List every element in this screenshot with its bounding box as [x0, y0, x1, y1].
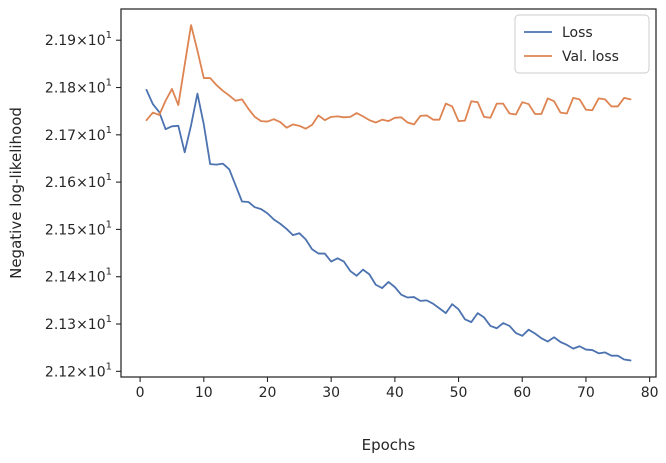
x-tick-label: 30	[322, 385, 340, 401]
y-tick-label: 2.12×101	[45, 361, 112, 380]
legend-label: Loss	[562, 25, 593, 41]
y-tick-label: 2.13×101	[45, 314, 112, 333]
plot-frame	[120, 8, 657, 378]
x-tick-label: 40	[386, 385, 404, 401]
series-line-0	[145, 88, 632, 362]
x-axis: 0 10 20 30 40 50 60 70 80	[136, 377, 659, 401]
y-tick-label: 2.16×101	[45, 172, 112, 191]
y-axis-label: Negative log-likelihood	[7, 107, 25, 279]
legend: Loss Val. loss	[514, 14, 650, 74]
y-tick-label: 2.14×101	[45, 267, 112, 286]
legend-label: Val. loss	[562, 49, 619, 65]
x-tick-label: 20	[259, 385, 277, 401]
series-line-1	[145, 24, 632, 130]
x-tick-label: 60	[513, 385, 531, 401]
x-tick-label: 50	[450, 385, 468, 401]
x-tick-label: 80	[641, 385, 659, 401]
x-tick-label: 0	[136, 385, 145, 401]
x-axis-label: Epochs	[362, 436, 416, 454]
y-axis: 2.12×101 2.13×101 2.14×101 2.15×101 2.16×101…	[45, 30, 121, 380]
y-tick-label: 2.17×101	[45, 125, 112, 144]
x-tick-label: 10	[195, 385, 213, 401]
x-tick-label: 70	[577, 385, 595, 401]
y-tick-label: 2.18×101	[45, 78, 112, 97]
y-tick-label: 2.15×101	[45, 219, 112, 238]
series-layer	[145, 24, 632, 362]
y-tick-label: 2.19×101	[45, 30, 112, 49]
legend-box	[514, 14, 650, 74]
